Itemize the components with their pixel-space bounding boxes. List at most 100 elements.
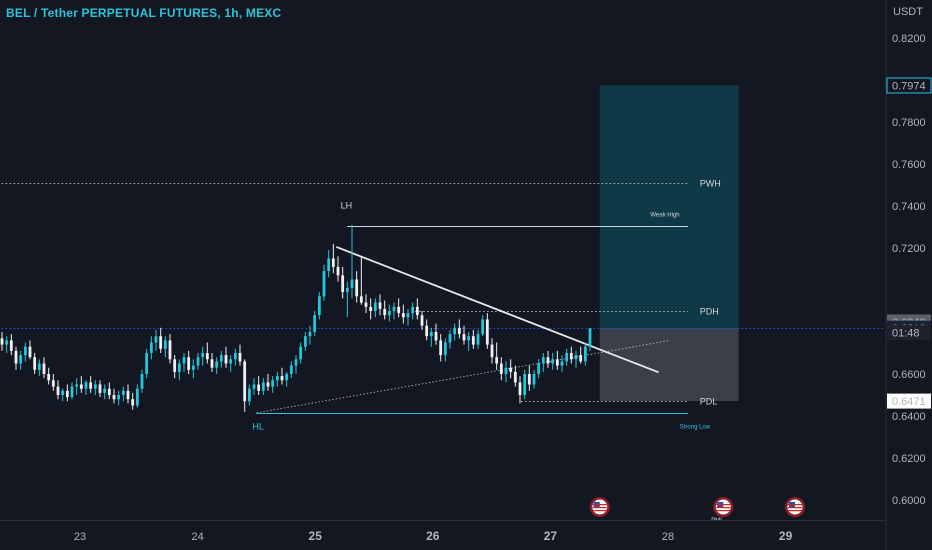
- candle: [457, 319, 461, 339]
- candle-body: [313, 315, 317, 332]
- candle-body: [238, 353, 242, 362]
- candle-body: [579, 355, 583, 362]
- candle-body: [308, 332, 312, 337]
- candle: [513, 365, 517, 387]
- candle-body: [369, 306, 373, 311]
- candle: [537, 359, 541, 379]
- candle-body: [205, 353, 209, 360]
- candle: [247, 384, 251, 406]
- price-label-box: [886, 77, 932, 94]
- candle: [471, 329, 475, 349]
- candle: [271, 376, 275, 393]
- candle: [173, 355, 177, 379]
- candle: [126, 384, 130, 404]
- candle-body: [569, 353, 573, 360]
- descending-trendline[interactable]: [336, 246, 659, 374]
- candle-body: [299, 346, 303, 360]
- candle: [397, 298, 401, 318]
- candle-body: [107, 388, 111, 395]
- trendlines[interactable]: [256, 246, 669, 414]
- candle: [201, 346, 205, 366]
- candle: [532, 369, 536, 389]
- candles: [0, 224, 592, 412]
- candle: [266, 374, 270, 391]
- candle-body: [121, 390, 125, 395]
- candle: [65, 384, 69, 402]
- time-tick: 24: [191, 531, 203, 543]
- candle-body: [434, 332, 438, 341]
- candle-body: [294, 359, 298, 366]
- candle: [317, 292, 321, 320]
- price-tick: 0.6200: [892, 453, 926, 465]
- candle: [350, 224, 354, 299]
- event-flag-stripe: [716, 510, 731, 512]
- candle-body: [453, 327, 457, 335]
- price-axis: 0.8200 0.7800 0.7600 0.7400 0.7200 0.6600 0.64…: [892, 33, 926, 507]
- candle-body: [79, 384, 83, 389]
- candle-body: [485, 319, 489, 345]
- time-axis-bg[interactable]: [0, 520, 886, 550]
- us-flag-event-icon[interactable]: [589, 497, 610, 517]
- candle-body: [84, 382, 88, 389]
- candle: [527, 365, 531, 391]
- candle: [583, 342, 587, 366]
- candle-body: [126, 390, 130, 400]
- time-tick: 29: [779, 529, 793, 543]
- candle: [504, 361, 508, 383]
- candle-body: [341, 275, 345, 293]
- candle-body: [499, 363, 503, 374]
- candle-body: [364, 302, 368, 307]
- candle: [131, 392, 135, 410]
- candle-body: [0, 338, 4, 345]
- candle: [37, 359, 41, 377]
- position-target-zone[interactable]: [599, 85, 739, 329]
- candle-body: [532, 374, 536, 385]
- candle-body: [303, 336, 307, 347]
- candle-body: [56, 386, 60, 395]
- candle: [42, 357, 46, 379]
- candle-body: [476, 334, 480, 345]
- candle-body: [229, 359, 233, 364]
- candle-body: [504, 367, 508, 374]
- candle-body: [425, 325, 429, 337]
- candle-body: [317, 296, 321, 316]
- candle-body: [219, 355, 223, 362]
- candle: [33, 353, 37, 374]
- event-flag-stripe: [788, 504, 803, 506]
- candle: [163, 336, 167, 358]
- candle-body: [490, 344, 494, 358]
- candle-body: [117, 395, 121, 400]
- candle-body: [257, 384, 261, 391]
- candle: [84, 380, 88, 395]
- candle: [439, 334, 443, 362]
- candle-body: [215, 361, 219, 368]
- us-flag-event-icon[interactable]: [713, 497, 734, 517]
- candle-body: [163, 340, 167, 349]
- candle: [215, 357, 219, 374]
- candle: [294, 355, 298, 374]
- price-label: 0.6471: [892, 396, 926, 408]
- candle-body: [383, 308, 387, 316]
- candle-body: [551, 359, 555, 364]
- candle-body: [513, 371, 517, 383]
- candle: [149, 336, 153, 360]
- candle-body: [89, 382, 93, 389]
- price-label: 01:48: [892, 328, 920, 340]
- candle: [345, 281, 349, 318]
- time-axis: 23 24 25 26 27 28 29: [74, 529, 793, 543]
- candle-body: [154, 336, 158, 343]
- economic-events[interactable]: PMI: [589, 497, 806, 524]
- position-stop-zone[interactable]: [599, 328, 739, 402]
- us-flag-event-icon[interactable]: [785, 497, 806, 517]
- candle-body: [415, 306, 419, 316]
- candle: [135, 384, 139, 408]
- candle: [61, 388, 65, 402]
- levels: PWH Weak High PDH PDL Strong Low: [0, 179, 892, 431]
- candle: [331, 243, 335, 274]
- candle: [579, 346, 583, 364]
- candle: [406, 308, 410, 326]
- price-tick: 0.6000: [892, 495, 926, 507]
- candle-body: [401, 313, 405, 318]
- candle: [336, 256, 340, 282]
